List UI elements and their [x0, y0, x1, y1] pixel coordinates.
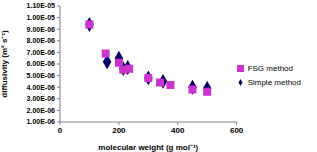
svg-text:2.00E-06: 2.00E-06	[27, 107, 56, 114]
svg-text:1.00E-06: 1.00E-06	[27, 118, 56, 125]
svg-text:1.10E-05: 1.10E-05	[27, 2, 56, 9]
svg-text:3.00E-06: 3.00E-06	[27, 95, 56, 102]
svg-text:0: 0	[58, 126, 63, 135]
html-text:FSG method: FSG method	[247, 64, 293, 73]
html-text:Simple method: Simple method	[247, 78, 301, 87]
svg-text:600: 600	[230, 126, 244, 135]
svg-text:200: 200	[112, 126, 126, 135]
svg-text:5.00E-06: 5.00E-06	[27, 72, 56, 79]
svg-text:8.00E-06: 8.00E-06	[27, 37, 56, 44]
svg-text:4.00E-06: 4.00E-06	[27, 84, 56, 91]
svg-text:diffusivity (m² s⁻¹): diffusivity (m² s⁻¹)	[8, 30, 9, 98]
svg-text:6.00E-06: 6.00E-06	[27, 60, 56, 67]
svg-text:9.00E-06: 9.00E-06	[27, 26, 56, 33]
svg-text:1.00E-05: 1.00E-05	[27, 14, 56, 21]
svg-text:7.00E-06: 7.00E-06	[27, 49, 56, 56]
svg-text:molecular weight (g mol⁻¹): molecular weight (g mol⁻¹)	[98, 143, 198, 152]
svg-text:400: 400	[171, 126, 185, 135]
